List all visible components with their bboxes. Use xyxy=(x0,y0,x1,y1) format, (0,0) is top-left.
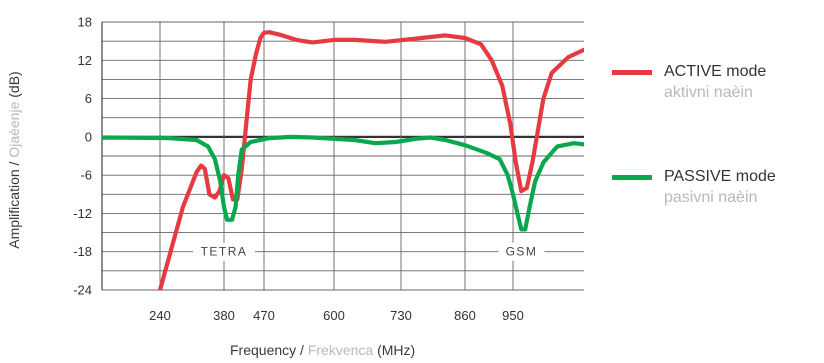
y-tick-label: 0 xyxy=(85,129,92,144)
y-label-unit: (dB) xyxy=(6,71,22,98)
x-label-unit: (MHz) xyxy=(377,342,416,358)
y-tick-label: -12 xyxy=(73,206,92,221)
x-tick-label: 600 xyxy=(323,308,345,323)
active-mode-line xyxy=(157,30,584,290)
grid: TETRA GSM xyxy=(101,21,584,291)
tick-labels: 18 12 6 0 -6 -12 -18 -24 240 380 470 600 730 860 950 xyxy=(73,15,524,324)
x-tick-label: 860 xyxy=(454,308,476,323)
y-tick-label: 12 xyxy=(78,53,92,68)
legend-active-swatch xyxy=(612,69,652,75)
band-label: TETRA xyxy=(201,245,248,259)
legend-passive: PASSIVE mode pasivni naèin xyxy=(612,168,776,207)
legend-active: ACTIVE mode aktivni naèin xyxy=(612,63,766,102)
x-tick-label: 470 xyxy=(253,308,275,323)
band-label-bg xyxy=(498,242,545,261)
x-label-sl: Frekvenca xyxy=(307,342,374,358)
legend-active-name: ACTIVE mode xyxy=(664,63,767,80)
x-tick-label: 950 xyxy=(502,308,524,323)
passive-mode-line xyxy=(102,134,584,232)
legend-passive-name: PASSIVE mode xyxy=(664,168,776,185)
x-tick-label: 240 xyxy=(149,308,171,323)
x-tick-label: 380 xyxy=(213,308,235,323)
y-tick-label: -18 xyxy=(73,244,92,259)
legend-passive-swatch xyxy=(612,174,652,180)
y-label-sl: Ojaèenje xyxy=(6,101,22,158)
y-axis-label: Amplification / Ojaèenje (dB) xyxy=(6,0,22,300)
y-tick-label: -24 xyxy=(73,283,92,298)
legend-passive-sub: pasivni naèin xyxy=(664,189,758,206)
y-label-en: Amplification xyxy=(6,169,22,249)
series-layer xyxy=(102,30,584,290)
legend-active-sub: aktivni naèin xyxy=(664,84,753,101)
x-tick-label: 730 xyxy=(390,308,412,323)
y-tick-label: 6 xyxy=(85,91,92,106)
band-label-bg xyxy=(193,242,255,261)
y-tick-label: -6 xyxy=(80,168,92,183)
band-label: GSM xyxy=(506,245,538,259)
y-label-slash: / xyxy=(6,161,22,166)
x-axis-label: Frequency / Frekvenca (MHz) xyxy=(230,342,415,358)
x-label-slash: / xyxy=(300,342,304,358)
x-label-en: Frequency xyxy=(230,342,297,358)
y-tick-label: 18 xyxy=(78,15,92,30)
